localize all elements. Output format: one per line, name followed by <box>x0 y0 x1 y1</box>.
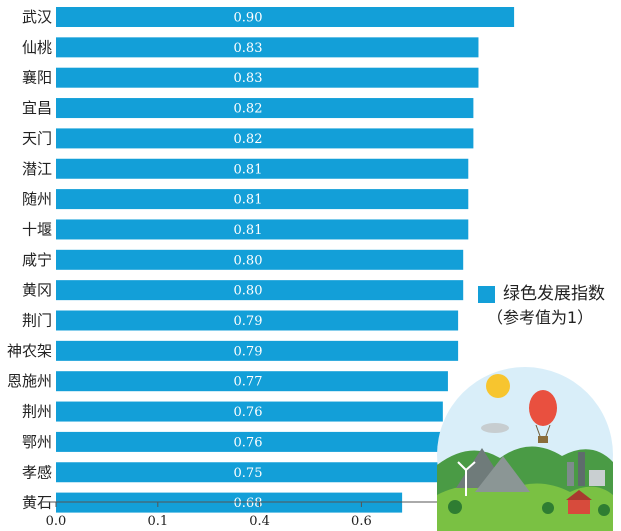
x-tick-label: 0.0 <box>46 514 67 529</box>
category-label: 荆门 <box>22 312 52 330</box>
bar-value-label: 0.82 <box>234 102 263 117</box>
legend: 绿色发展指数 （参考值为1） <box>478 282 618 330</box>
bar-14 <box>56 401 443 422</box>
bar-value-label: 0.80 <box>234 284 263 299</box>
category-label: 潜江 <box>22 160 52 178</box>
bar-2 <box>56 37 479 58</box>
bar-value-label: 0.80 <box>234 253 263 268</box>
category-label: 黄冈 <box>22 281 52 299</box>
bar-value-label: 0.77 <box>234 375 263 390</box>
bar-3 <box>56 67 479 88</box>
category-label: 宜昌 <box>22 99 52 117</box>
legend-entry: 绿色发展指数 <box>478 282 618 306</box>
bar-12 <box>56 340 459 361</box>
bar-7 <box>56 189 469 210</box>
category-label: 鄂州 <box>22 433 52 451</box>
bar-value-label: 0.76 <box>234 435 263 450</box>
legend-swatch <box>478 285 495 303</box>
category-label: 天门 <box>22 129 52 147</box>
bar-6 <box>56 158 469 179</box>
bar-value-label: 0.83 <box>234 41 263 56</box>
bar-value-label: 0.79 <box>234 344 263 359</box>
category-label: 恩施州 <box>7 372 52 390</box>
bar-value-label: 0.82 <box>234 132 263 147</box>
bar-16 <box>56 462 438 483</box>
category-label: 武汉 <box>22 8 52 26</box>
bar-5 <box>56 128 474 149</box>
green-city-illustration-icon <box>437 367 613 531</box>
bar-value-label: 0.90 <box>234 11 263 26</box>
bar-8 <box>56 219 469 240</box>
legend-label: 绿色发展指数 <box>503 284 605 304</box>
category-label: 咸宁 <box>22 251 52 269</box>
bar-15 <box>56 431 443 452</box>
bar-value-label: 0.81 <box>234 162 263 177</box>
bar-10 <box>56 280 464 301</box>
bar-13 <box>56 371 448 392</box>
category-label: 黄石 <box>22 494 52 512</box>
x-tick-label: 0.1 <box>147 514 168 529</box>
bar-17 <box>56 492 403 513</box>
bar-value-label: 0.76 <box>234 405 263 420</box>
category-label: 随州 <box>22 190 52 208</box>
bars-layer: 0.90 0.83 0.83 0.82 0.82 0.81 0.81 0.81 0.80 0.80… <box>56 7 515 513</box>
bar-value-label: 0.79 <box>234 314 263 329</box>
category-label: 仙桃 <box>22 38 52 56</box>
bar-value-label: 0.81 <box>234 223 263 238</box>
category-label: 襄阳 <box>22 69 52 87</box>
legend-note: （参考值为1） <box>487 308 594 327</box>
x-tick-label: 0.6 <box>351 514 372 529</box>
bar-11 <box>56 310 459 331</box>
category-label: 神农架 <box>7 342 52 360</box>
bar-value-label: 0.81 <box>234 193 263 208</box>
category-label: 十堰 <box>22 220 52 238</box>
bar-9 <box>56 249 464 270</box>
category-label: 孝感 <box>22 463 52 481</box>
bar-4 <box>56 98 474 119</box>
bar-value-label: 0.83 <box>234 71 263 86</box>
x-tick-label: 0.4 <box>249 514 270 529</box>
bar-value-label: 0.75 <box>234 466 263 481</box>
bar-1 <box>56 7 515 27</box>
category-label: 荆州 <box>22 403 52 421</box>
bar-value-label: 0.68 <box>234 496 263 511</box>
